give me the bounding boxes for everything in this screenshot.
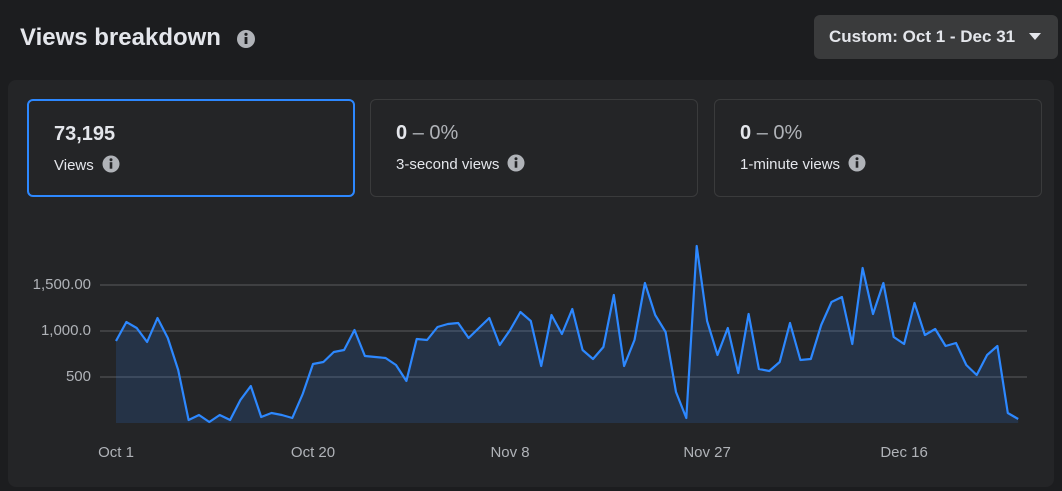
- metric-card[interactable]: 0 – 0% 3-second views: [370, 99, 698, 197]
- x-tick-label: Nov 27: [683, 444, 731, 461]
- metric-change: – 0%: [412, 122, 459, 144]
- info-icon[interactable]: [102, 155, 120, 173]
- info-icon[interactable]: [236, 29, 256, 49]
- metric-change: – 0%: [756, 122, 803, 144]
- metric-card[interactable]: 0 – 0% 1-minute views: [714, 99, 1042, 197]
- metric-label: Views: [54, 157, 94, 174]
- y-tick-label: 1,500.00: [33, 276, 91, 293]
- y-tick-label: 500: [66, 368, 91, 385]
- metric-label: 1-minute views: [740, 156, 841, 173]
- info-icon[interactable]: [848, 154, 866, 172]
- x-tick-label: Oct 1: [98, 444, 134, 461]
- metric-value: 0: [740, 122, 752, 144]
- date-range: Custom: Oct 1 - Dec 31: [829, 27, 1016, 46]
- x-tick-label: Nov 8: [490, 444, 529, 461]
- x-tick-label: Oct 20: [291, 444, 335, 461]
- info-icon[interactable]: [507, 154, 525, 172]
- metric-card[interactable]: 73,195 Views: [27, 99, 355, 197]
- panel: 73,195 Views 0 – 0% 3-second views 0 – 0…: [8, 80, 1054, 487]
- metric-label: 3-second views: [396, 156, 500, 173]
- y-tick-label: 1,000.0: [41, 322, 91, 339]
- metric-value: 0: [396, 122, 408, 144]
- metric-value: 73,195: [54, 123, 116, 145]
- x-tick-label: Dec 16: [880, 444, 928, 461]
- page-title: Views breakdown: [20, 24, 221, 51]
- date-range-dropdown[interactable]: Custom: Oct 1 - Dec 31: [814, 15, 1058, 59]
- line: [115, 244, 1019, 424]
- area: [116, 246, 1019, 423]
